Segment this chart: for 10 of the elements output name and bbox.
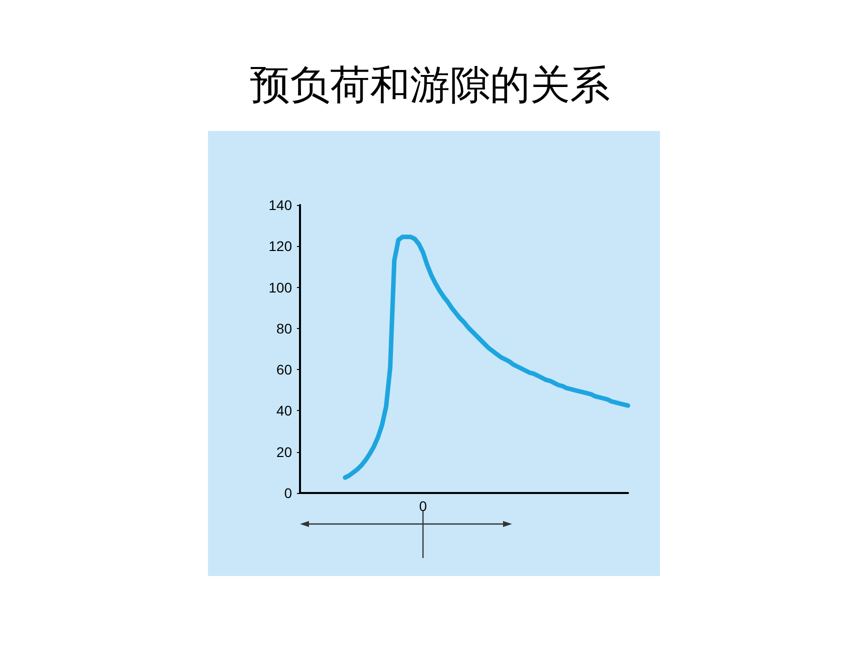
line-series [342, 234, 630, 480]
y-tick-label: 140 [268, 197, 292, 213]
y-tick-label: 40 [276, 402, 292, 419]
y-tick-label: 20 [276, 444, 292, 460]
y-tick-label: 100 [268, 279, 292, 296]
y-tick-label: 0 [284, 485, 292, 501]
y-tick-label: 60 [276, 362, 292, 378]
chart-title: 预负荷和游隙的关系 [250, 62, 610, 108]
y-tick-label: 80 [276, 320, 292, 336]
y-tick-label: 120 [268, 238, 292, 254]
